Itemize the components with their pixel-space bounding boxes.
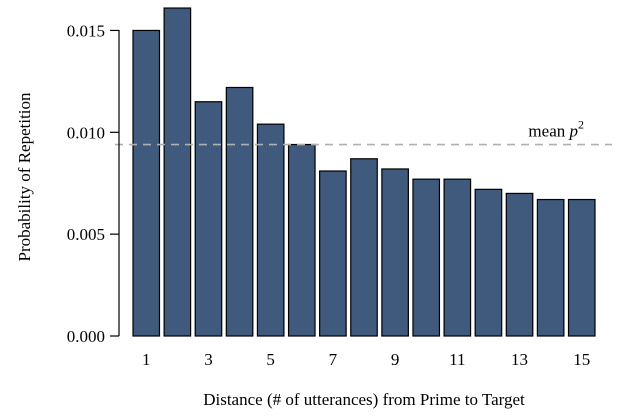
bar-12 xyxy=(474,188,503,337)
mean-p2-label-sup: 2 xyxy=(578,118,584,132)
bar-4 xyxy=(225,86,254,337)
x-tick-label-7: 7 xyxy=(329,350,338,369)
bar-15 xyxy=(567,198,596,337)
reference-line-group: mean p2 xyxy=(115,118,612,146)
bar-1 xyxy=(132,29,161,337)
x-axis: 1 3 5 7 9 11 13 15 xyxy=(142,350,590,369)
x-tick-label-13: 13 xyxy=(511,350,528,369)
x-tick-label-9: 9 xyxy=(391,350,400,369)
bar-13 xyxy=(505,192,534,337)
bar-6 xyxy=(287,143,316,337)
y-axis: 0.000 0.005 0.010 0.015 xyxy=(67,21,120,346)
x-tick-label-5: 5 xyxy=(266,350,275,369)
y-tick-label-0.015: 0.015 xyxy=(67,21,105,40)
bar-9 xyxy=(381,168,409,337)
bars-group xyxy=(132,7,596,337)
bar-11 xyxy=(443,178,472,337)
bar-8 xyxy=(350,158,378,337)
y-axis-title: Probability of Repetition xyxy=(15,92,34,262)
mean-p2-label-text: mean xyxy=(528,122,569,141)
x-tick-label-1: 1 xyxy=(142,350,151,369)
mean-p2-label: mean p2 xyxy=(528,118,584,141)
y-tick-label-0.010: 0.010 xyxy=(67,123,105,142)
y-tick-label-0.000: 0.000 xyxy=(67,327,105,346)
x-tick-label-15: 15 xyxy=(573,350,590,369)
bar-5 xyxy=(256,123,285,337)
bar-7 xyxy=(319,170,347,337)
x-tick-label-11: 11 xyxy=(449,350,465,369)
y-tick-label-0.005: 0.005 xyxy=(67,225,105,244)
bar-3 xyxy=(194,101,223,337)
bar-14 xyxy=(536,198,565,337)
x-tick-label-3: 3 xyxy=(204,350,213,369)
bar-10 xyxy=(412,178,441,337)
mean-p2-label-var: p xyxy=(569,122,579,141)
bar-2 xyxy=(163,7,192,337)
x-axis-title: Distance (# of utterances) from Prime to… xyxy=(203,390,525,409)
